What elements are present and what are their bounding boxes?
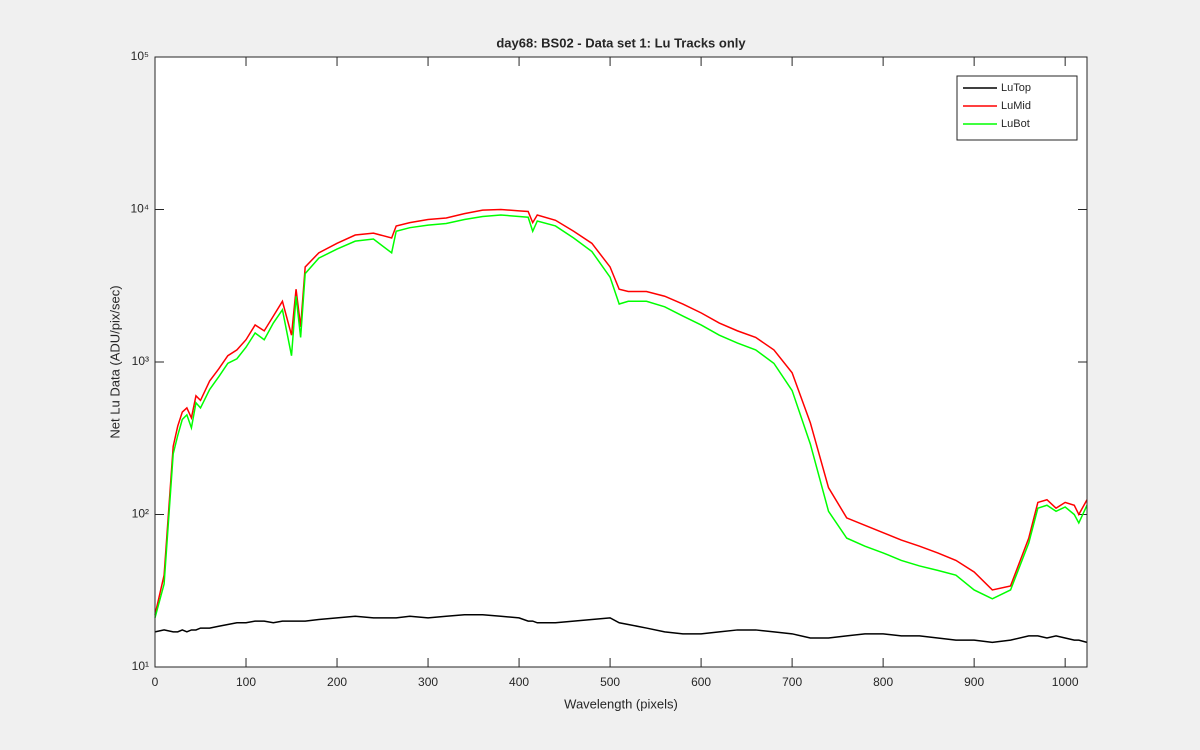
plot-area xyxy=(155,57,1087,667)
series-line xyxy=(154,208,1088,615)
y-tick-label: 10⁵ xyxy=(131,49,149,63)
x-tick-label: 400 xyxy=(509,675,529,689)
y-tick-label: 10¹ xyxy=(132,659,149,673)
series-line xyxy=(154,214,1088,619)
x-tick-label: 600 xyxy=(691,675,711,689)
x-tick-label: 700 xyxy=(782,675,802,689)
legend-box xyxy=(956,75,1078,141)
x-tick-label: 800 xyxy=(873,675,893,689)
x-tick-label: 300 xyxy=(418,675,438,689)
x-axis-label: Wavelength (pixels) xyxy=(564,696,678,711)
x-tick-label: 200 xyxy=(327,675,347,689)
x-tick-label: 900 xyxy=(964,675,984,689)
x-tick-label: 500 xyxy=(600,675,620,689)
y-tick-label: 10⁴ xyxy=(130,202,149,216)
legend-label: LuBot xyxy=(1001,118,1030,130)
y-axis-label: Net Lu Data (ADU/pix/sec) xyxy=(107,285,122,438)
series-line xyxy=(154,614,1088,644)
x-tick-label: 1000 xyxy=(1052,675,1079,689)
x-tick-label: 0 xyxy=(152,675,159,689)
legend-label: LuTop xyxy=(1001,82,1031,94)
chart-title: day68: BS02 - Data set 1: Lu Tracks only xyxy=(496,35,746,50)
x-tick-label: 100 xyxy=(236,675,256,689)
y-tick-label: 10² xyxy=(132,507,149,521)
y-tick-label: 10³ xyxy=(132,354,149,368)
legend-label: LuMid xyxy=(1001,100,1031,112)
axes-box xyxy=(154,56,1088,668)
